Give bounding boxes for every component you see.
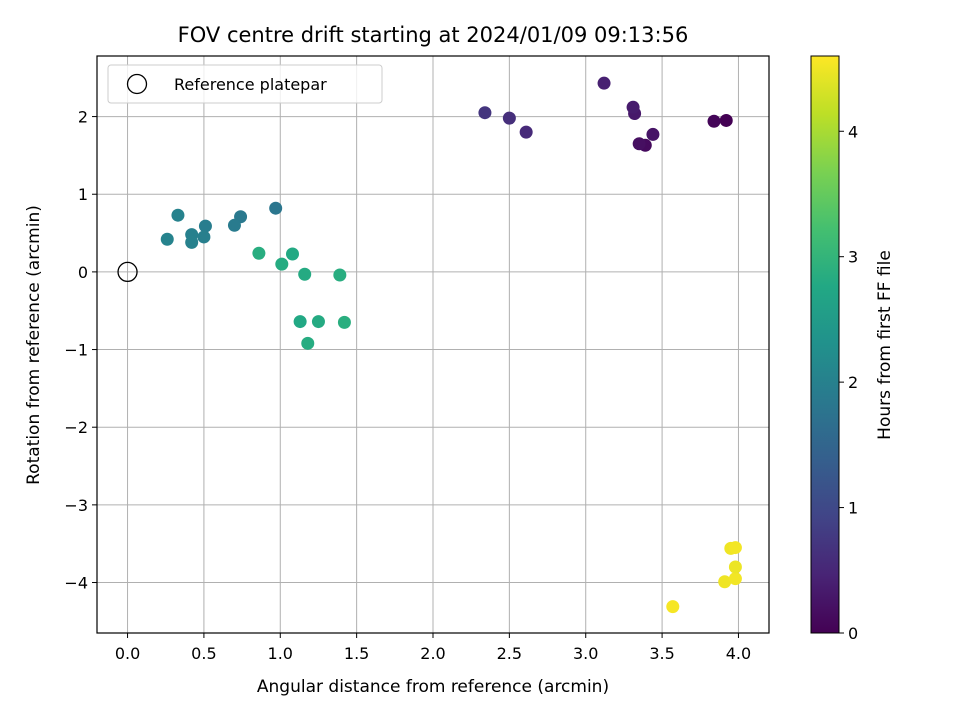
- scatter-point: [632, 137, 646, 151]
- scatter-point: [728, 572, 742, 586]
- colorbar-tick-label: 0: [848, 624, 858, 643]
- y-axis-ticks: −4 −3 −2 −1 0 1 2: [64, 108, 97, 593]
- x-tick-label: 3.0: [573, 644, 598, 663]
- x-tick-label: 1.0: [268, 644, 293, 663]
- x-axis-label: Angular distance from reference (arcmin): [257, 677, 609, 697]
- scatter-point: [718, 575, 732, 589]
- scatter-point: [171, 208, 185, 222]
- scatter-point: [478, 106, 492, 120]
- x-axis-ticks: 0.0 0.5 1.0 1.5 2.0 2.5 3.0 3.5 4.0: [115, 633, 751, 663]
- scatter-point: [707, 114, 721, 128]
- colorbar-label: Hours from first FF file: [875, 250, 895, 440]
- y-tick-label: 2: [78, 108, 88, 127]
- grid: [97, 56, 769, 633]
- colorbar-ticks: 0 1 2 3 4: [839, 122, 858, 643]
- scatter-point: [197, 230, 211, 244]
- scatter-point: [719, 113, 733, 127]
- y-axis-label: Rotation from reference (arcmin): [24, 205, 44, 485]
- scatter-point: [728, 541, 742, 555]
- scatter-point: [666, 600, 680, 614]
- scatter-point: [269, 201, 283, 215]
- y-tick-label: −4: [64, 574, 88, 593]
- x-tick-label: 1.5: [344, 644, 369, 663]
- scatter-point: [298, 267, 312, 281]
- scatter-point: [185, 235, 199, 249]
- scatter-point: [227, 218, 241, 232]
- scatter-point: [337, 315, 351, 329]
- scatter-point: [252, 246, 266, 260]
- y-tick-label: −3: [64, 496, 88, 515]
- legend: Reference platepar: [107, 64, 383, 104]
- scatter-point: [728, 560, 742, 574]
- y-tick-label: 1: [78, 185, 88, 204]
- scatter-point: [285, 247, 299, 261]
- colorbar-tick-label: 3: [848, 248, 858, 267]
- chart-title: FOV centre drift starting at 2024/01/09 …: [178, 23, 689, 47]
- colorbar-tick-label: 2: [848, 373, 858, 392]
- colorbar-tick-label: 4: [848, 122, 858, 141]
- scatter-point: [311, 315, 325, 329]
- scatter-point: [333, 268, 347, 282]
- x-tick-label: 4.0: [726, 644, 751, 663]
- scatter-point: [646, 127, 660, 141]
- scatter-point: [502, 111, 516, 125]
- y-tick-label: −1: [64, 341, 88, 360]
- x-tick-label: 0.0: [115, 644, 140, 663]
- x-tick-label: 2.0: [420, 644, 445, 663]
- scatter-point: [519, 125, 533, 139]
- colorbar-gradient: [810, 55, 840, 634]
- y-tick-label: 0: [78, 263, 88, 282]
- scatter-point: [626, 100, 640, 114]
- colorbar: 0 1 2 3 4 Hours from first FF file: [810, 55, 895, 643]
- y-tick-label: −2: [64, 418, 88, 437]
- scatter-point: [597, 76, 611, 90]
- x-tick-label: 3.5: [649, 644, 674, 663]
- reference-platepar-marker: [117, 261, 138, 283]
- legend-entry-label: Reference platepar: [174, 75, 327, 94]
- colorbar-tick-label: 1: [848, 499, 858, 518]
- scatter-point: [301, 336, 315, 350]
- x-tick-label: 0.5: [191, 644, 216, 663]
- x-tick-label: 2.5: [497, 644, 522, 663]
- scatter-point: [275, 257, 289, 271]
- scatter-point: [198, 219, 212, 233]
- legend-marker-open-circle: [126, 73, 148, 95]
- scatter-point: [160, 232, 174, 246]
- data-points: [117, 76, 742, 614]
- scatter-point: [293, 315, 307, 329]
- legend-box: [107, 64, 383, 104]
